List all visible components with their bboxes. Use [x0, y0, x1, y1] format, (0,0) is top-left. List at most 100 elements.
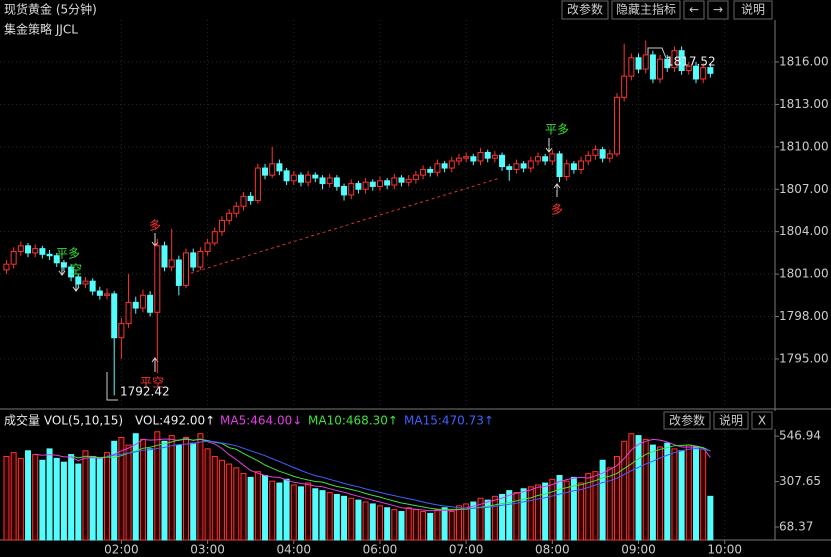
volume-bar — [441, 507, 448, 541]
candle-body — [283, 170, 290, 182]
candle-body — [685, 65, 692, 71]
volume-bar — [484, 499, 491, 541]
volume-bar — [391, 509, 398, 541]
volume-bar — [585, 473, 592, 541]
volume-bar — [556, 474, 563, 541]
button[interactable] — [611, 0, 681, 20]
candle-body — [549, 153, 556, 162]
volume-bar — [183, 436, 190, 541]
candle-body — [470, 156, 477, 162]
candle-body — [556, 153, 563, 178]
volume-bar — [700, 448, 707, 541]
button[interactable] — [561, 0, 609, 20]
volume-bar — [563, 480, 570, 541]
y-tick-label: 1813.00 — [779, 97, 829, 111]
volume-bar — [226, 463, 233, 541]
button[interactable] — [663, 411, 711, 430]
volume-bar — [635, 435, 642, 541]
candle-body — [491, 154, 498, 159]
volume-bar — [68, 454, 75, 541]
volume-bar — [348, 497, 355, 541]
volume-bar — [297, 486, 304, 541]
volume-bar — [527, 486, 534, 541]
candle-body — [89, 280, 96, 292]
volume-bar — [197, 433, 204, 541]
candle-body — [621, 75, 628, 98]
volume-bar — [513, 492, 520, 541]
button-label[interactable]: 说明 — [719, 413, 743, 428]
candle-body — [513, 163, 520, 170]
candle-body — [412, 174, 419, 180]
high-bracket — [647, 47, 667, 59]
candle-body — [211, 231, 218, 244]
candle-body — [664, 58, 671, 69]
volume-bar — [355, 499, 362, 541]
button[interactable] — [713, 411, 749, 430]
candle-body — [183, 252, 190, 286]
candle-body — [319, 177, 326, 185]
signal-label: 平空 — [140, 376, 164, 390]
candle-body — [700, 67, 707, 80]
volume-bar — [599, 459, 606, 541]
x-tick-label: 08:00 — [535, 543, 570, 557]
button-label[interactable]: ← — [689, 3, 699, 17]
x-tick-label: 06:00 — [363, 543, 398, 557]
button[interactable] — [751, 411, 773, 430]
candle-body — [391, 177, 398, 186]
x-tick-label: 10:00 — [707, 543, 742, 557]
y-tick-label: 1807.00 — [779, 182, 829, 196]
volume-bar — [3, 455, 10, 541]
candle-body — [463, 156, 470, 159]
candle-body — [678, 50, 685, 71]
candle-body — [10, 250, 17, 265]
volume-bar — [534, 484, 541, 541]
volume-bar — [499, 493, 506, 541]
candle-body — [218, 219, 225, 233]
candle-body — [398, 177, 405, 183]
candle-body — [570, 163, 577, 170]
candle-body — [520, 163, 527, 169]
volume-bar — [491, 495, 498, 541]
candle-body — [707, 67, 714, 74]
volume-bar — [96, 457, 103, 541]
y-tick-label: 68.37 — [779, 520, 813, 534]
volume-bar — [570, 476, 577, 541]
button[interactable] — [733, 0, 773, 20]
candle-body — [226, 212, 233, 221]
candle-body — [434, 163, 441, 173]
button-label[interactable]: 隐藏主指标 — [616, 2, 676, 17]
volume-bar — [168, 435, 175, 541]
candle-body — [477, 151, 484, 162]
volume-bar — [118, 436, 125, 541]
volume-bar — [305, 482, 312, 541]
button-label[interactable]: 改参数 — [567, 2, 603, 17]
high-label: 1817.52 — [666, 55, 716, 69]
button[interactable] — [707, 0, 729, 20]
button[interactable] — [683, 0, 705, 20]
panel-header — [0, 411, 831, 429]
signal-label: 多 — [551, 203, 563, 217]
volume-bar — [89, 455, 96, 541]
low-bracket — [106, 372, 118, 401]
candle-body — [46, 253, 53, 257]
volume-bar — [75, 463, 82, 541]
x-tick-label: 07:00 — [449, 543, 484, 557]
button-label[interactable]: X — [758, 414, 766, 428]
candle-body — [326, 177, 333, 185]
button-label[interactable]: 说明 — [741, 2, 765, 17]
button-label[interactable]: → — [713, 3, 723, 17]
candle-body — [262, 167, 269, 176]
volume-bar — [269, 480, 276, 541]
candle-body — [82, 280, 89, 285]
volume-bar — [10, 452, 17, 541]
button-label[interactable]: 改参数 — [669, 413, 705, 428]
volume-bar — [17, 457, 24, 541]
volume-bar — [664, 442, 671, 541]
volume-bar — [53, 457, 60, 541]
candle-body — [240, 195, 247, 207]
candle-body — [53, 255, 60, 264]
candle-body — [32, 248, 39, 254]
volume-bar — [455, 505, 462, 541]
candle-body — [455, 157, 462, 162]
